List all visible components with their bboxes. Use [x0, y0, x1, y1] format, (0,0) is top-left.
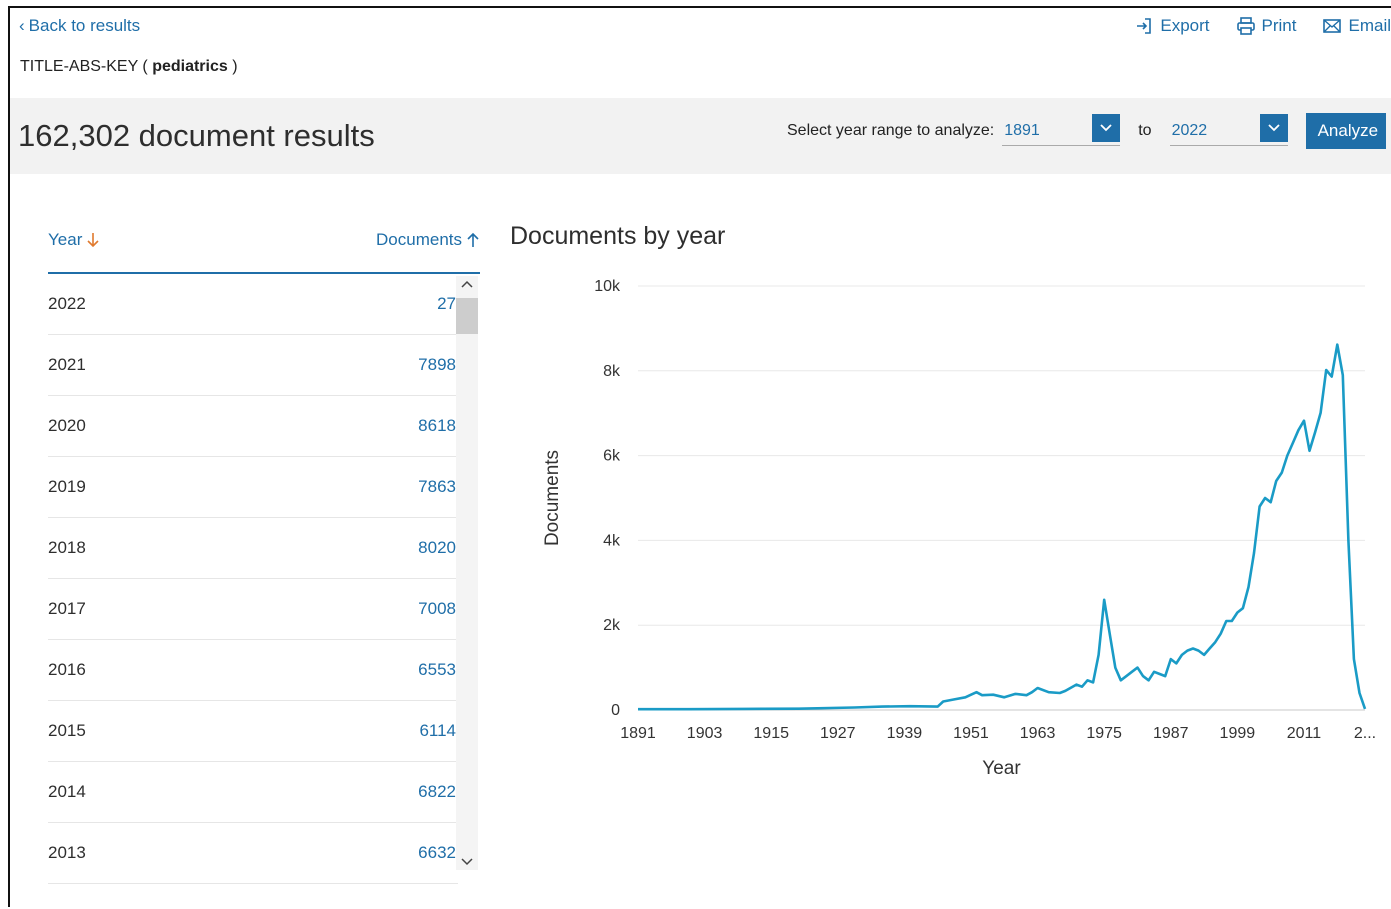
x-tick-label: 1927: [820, 725, 856, 742]
x-tick-label: 1903: [687, 725, 723, 742]
row-documents-link[interactable]: 6822: [418, 782, 456, 801]
row-documents-link[interactable]: 6553: [418, 660, 456, 679]
row-documents-link[interactable]: 6632: [418, 843, 456, 862]
table-row: 2017 7008: [48, 579, 458, 640]
x-tick-label: 1975: [1086, 725, 1122, 742]
row-documents-link[interactable]: 6114: [419, 721, 456, 740]
y-axis-title: Documents: [542, 450, 563, 546]
top-nav: ‹ Back to results: [19, 16, 140, 36]
chevron-down-icon[interactable]: [1259, 114, 1288, 142]
scroll-down-icon[interactable]: [461, 858, 473, 866]
table-body: 2022 27 2021 7898 2020 8618 2019 7863 2018 8020 20…: [48, 274, 458, 884]
y-tick-label: 8k: [603, 363, 621, 380]
print-label: Print: [1261, 16, 1297, 35]
sort-by-year-header[interactable]: Year: [48, 230, 100, 250]
x-tick-label: 1915: [753, 725, 789, 742]
row-year: 2021: [48, 355, 86, 374]
to-label: to: [1138, 122, 1152, 139]
table-header: Year Documents: [48, 214, 480, 274]
chevron-down-icon[interactable]: [1092, 114, 1121, 142]
documents-by-year-table: Year Documents 2022 27 2021 7898 2020 8618 201…: [48, 214, 480, 884]
y-tick-label: 0: [611, 702, 620, 719]
chart-title: Documents by year: [510, 222, 726, 250]
envelope-icon: [1323, 19, 1342, 33]
table-row: 2021 7898: [48, 335, 458, 396]
year-from-value: 1891: [1004, 121, 1040, 139]
analyze-results-window: ‹ Back to results TITLE-ABS-KEY ( pediat…: [8, 6, 1391, 909]
row-year: 2013: [48, 843, 86, 862]
x-tick-label: 1891: [620, 725, 656, 742]
table-row: 2014 6822: [48, 762, 458, 823]
search-query: TITLE-ABS-KEY ( pediatrics ): [20, 58, 238, 75]
table-row: 2015 6114: [48, 701, 458, 762]
analyze-button[interactable]: Analyze: [1305, 113, 1386, 149]
email-button[interactable]: Email: [1322, 16, 1391, 36]
printer-icon: [1236, 17, 1255, 35]
table-row: 2020 8618: [48, 396, 458, 457]
print-button[interactable]: Print: [1236, 16, 1297, 36]
table-row: 2018 8020: [48, 518, 458, 579]
year-to-value: 2022: [1171, 121, 1208, 139]
series-line-documents: [638, 343, 1367, 711]
x-tick-label: 1963: [1020, 725, 1056, 742]
arrow-down-icon: [87, 233, 99, 248]
action-links: Export Print Email: [1134, 16, 1391, 36]
documents-by-year-chart: 0 2k 4k 6k 8k 10k 1891 1903 1915 1927 1939 1951 1963…: [542, 278, 1376, 779]
sort-by-documents-header[interactable]: Documents: [376, 230, 480, 250]
query-field: TITLE-ABS-KEY: [20, 58, 138, 75]
query-term: pediatrics: [152, 58, 228, 75]
documents-header-label: Documents: [376, 230, 462, 249]
row-documents-link[interactable]: 8020: [418, 538, 456, 557]
y-tick-label: 10k: [594, 278, 621, 295]
scroll-up-icon[interactable]: [461, 280, 473, 288]
row-year: 2018: [48, 538, 86, 557]
export-button[interactable]: Export: [1134, 16, 1210, 36]
row-year: 2014: [48, 782, 86, 801]
y-tick-label: 2k: [603, 617, 621, 634]
export-label: Export: [1160, 16, 1210, 35]
row-documents-link[interactable]: 8618: [418, 416, 456, 435]
row-year: 2017: [48, 599, 86, 618]
year-to-select[interactable]: 2022: [1169, 114, 1288, 146]
row-documents-link[interactable]: 7863: [418, 477, 456, 496]
x-tick-label: 1999: [1220, 725, 1256, 742]
row-year: 2022: [48, 294, 86, 313]
row-documents-link[interactable]: 7008: [418, 599, 456, 618]
x-tick-label: 2011: [1287, 725, 1322, 742]
back-to-results-link[interactable]: ‹ Back to results: [19, 16, 140, 36]
row-documents-link[interactable]: 27: [437, 294, 456, 313]
table-row: 2013 6632: [48, 823, 458, 884]
back-label: Back to results: [28, 16, 141, 35]
x-axis-title: Year: [982, 758, 1021, 779]
analysis-panel: Year Documents 2022 27 2021 7898 2020 8618 201…: [20, 174, 1391, 909]
row-year: 2020: [48, 416, 86, 435]
results-count: 162,302 document results: [18, 118, 375, 153]
row-year: 2016: [48, 660, 86, 679]
year-header-label: Year: [48, 230, 83, 249]
table-row: 2022 27: [48, 274, 458, 335]
table-row: 2016 6553: [48, 640, 458, 701]
email-label: Email: [1348, 16, 1391, 35]
x-tick-label: 1987: [1153, 725, 1189, 742]
y-tick-label: 6k: [603, 448, 621, 465]
table-scrollbar[interactable]: [456, 276, 478, 870]
year-range-selector: Select year range to analyze: 1891 to 20…: [787, 112, 1386, 150]
chevron-left-icon: ‹: [19, 16, 25, 35]
results-bar: 162,302 document results Select year ran…: [10, 98, 1391, 174]
scrollbar-thumb[interactable]: [456, 298, 478, 334]
row-year: 2015: [48, 721, 86, 740]
x-tick-label: 1951: [953, 725, 989, 742]
row-documents-link[interactable]: 7898: [418, 355, 456, 374]
export-icon: [1137, 18, 1152, 34]
x-tick-label: 2...: [1354, 725, 1376, 742]
row-year: 2019: [48, 477, 86, 496]
year-from-select[interactable]: 1891: [1002, 114, 1121, 146]
x-tick-label: 1939: [887, 725, 923, 742]
table-row: 2019 7863: [48, 457, 458, 518]
arrow-up-icon: [467, 232, 479, 247]
y-tick-label: 4k: [603, 532, 621, 549]
year-range-label: Select year range to analyze:: [787, 122, 995, 139]
